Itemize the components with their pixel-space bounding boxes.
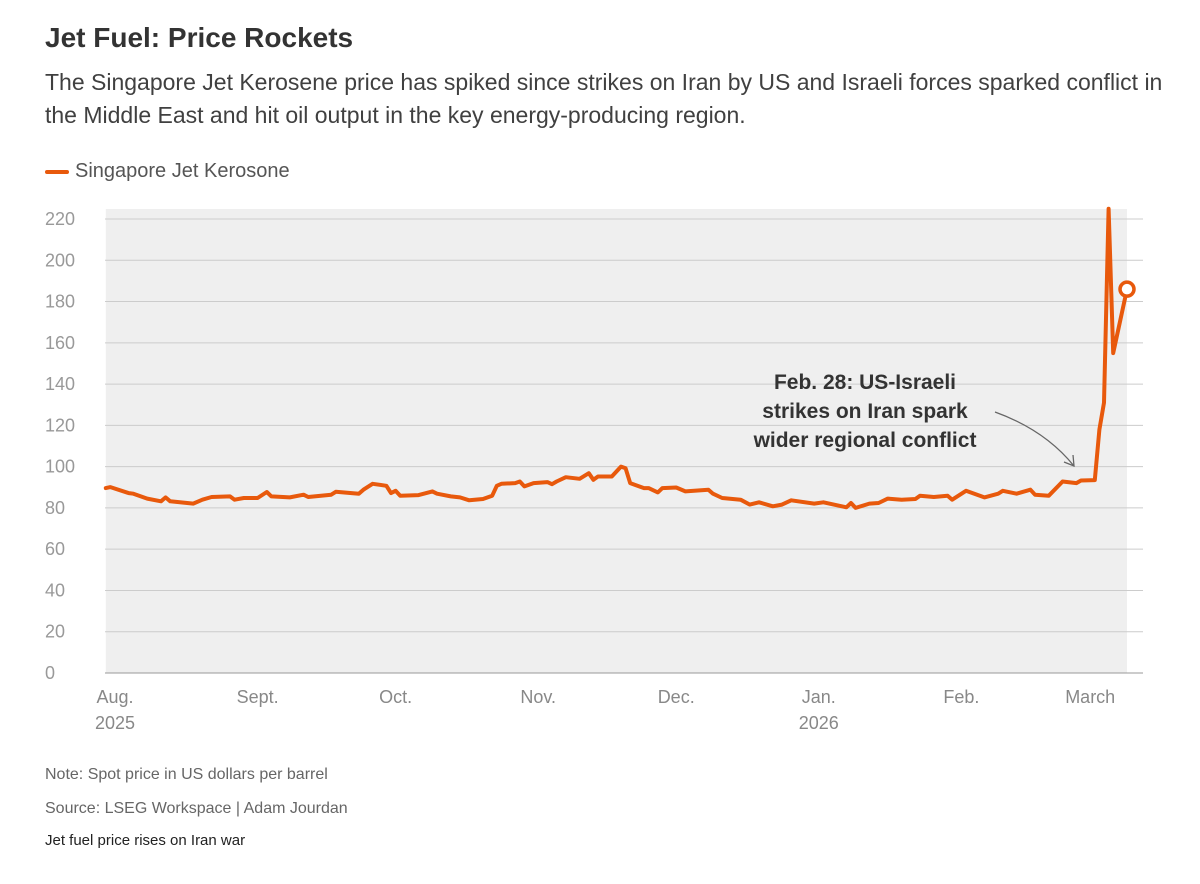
last-value-marker [1118, 280, 1136, 298]
y-tick-label: 120 [45, 415, 75, 435]
y-tick-label: 0 [45, 663, 55, 683]
legend-swatch [45, 169, 69, 174]
annotation-text: Feb. 28: US-Israeli [774, 371, 956, 394]
y-tick-label: 100 [45, 457, 75, 477]
x-tick-sublabel: 2026 [799, 713, 839, 733]
y-tick-label: 140 [45, 374, 75, 394]
annotation-text: wider regional conflict [753, 429, 977, 452]
legend: Singapore Jet Kerosone [45, 160, 290, 183]
chart-source: Source: LSEG Workspace | Adam Jourdan [45, 800, 348, 817]
chart-subtitle: The Singapore Jet Kerosene price has spi… [45, 69, 1163, 128]
y-tick-label: 180 [45, 292, 75, 312]
chart-title: Jet Fuel: Price Rockets [45, 22, 354, 53]
legend-label: Singapore Jet Kerosone [75, 160, 290, 182]
y-tick-label: 200 [45, 250, 75, 270]
x-tick-label: Feb. [943, 687, 979, 707]
x-tick-label: Sept. [237, 687, 279, 707]
annotation-text: strikes on Iran spark [762, 400, 968, 423]
y-tick-label: 60 [45, 539, 65, 559]
chart-note: Note: Spot price in US dollars per barre… [45, 766, 328, 783]
x-tick-label: March [1065, 687, 1115, 707]
x-tick-label: Dec. [658, 687, 695, 707]
series-line [103, 206, 1129, 510]
x-tick-label: Jan. [802, 687, 836, 707]
x-tick-label: Nov. [520, 687, 556, 707]
line-chart: 0 20 40 60 80 100 120 140 160 180 200 220 Aug. 2025 Se… [45, 206, 1143, 733]
chart-caption: Jet fuel price rises on Iran war [45, 832, 246, 849]
plot-background [105, 209, 1128, 673]
annotation-arrow [994, 411, 1075, 467]
y-tick-label: 80 [45, 498, 65, 518]
annotation-arrowhead [1063, 454, 1075, 467]
x-tick-label: Oct. [379, 687, 412, 707]
y-tick-label: 20 [45, 622, 65, 642]
y-tick-label: 160 [45, 333, 75, 353]
y-tick-label: 220 [45, 209, 75, 229]
x-tick-label: Aug. [96, 687, 133, 707]
x-tick-sublabel: 2025 [95, 713, 135, 733]
y-tick-label: 40 [45, 580, 65, 600]
